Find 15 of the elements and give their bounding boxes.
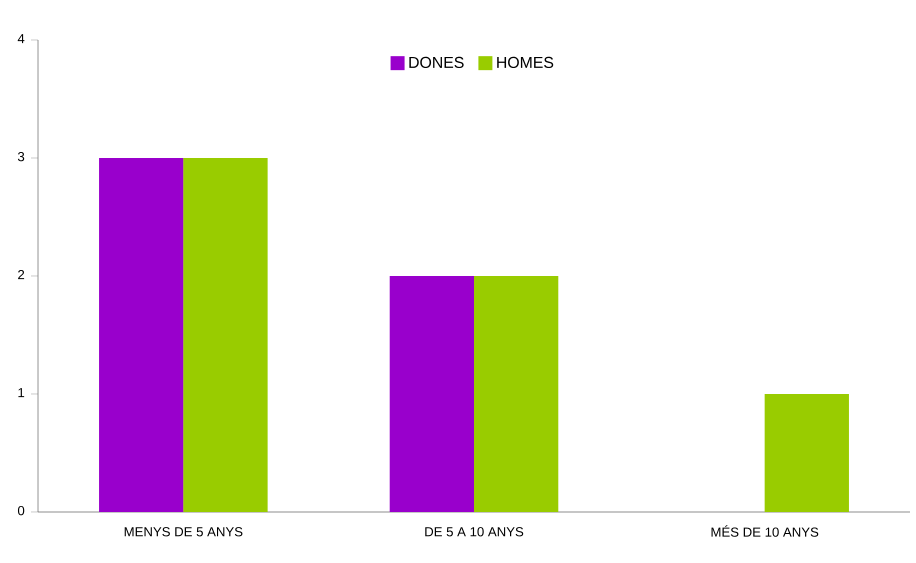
y-tick-label: 1 — [18, 388, 24, 398]
x-tick-label: DE 5 A 10 ANYS — [425, 527, 524, 536]
y-tick-label: 2 — [18, 270, 24, 280]
y-tick-label: 4 — [18, 34, 24, 44]
x-tick-label: MÉS DE 10 ANYS — [712, 525, 818, 537]
x-tick-label: MENYS DE 5 ANYS — [124, 527, 242, 536]
bar — [764, 394, 849, 512]
bar — [99, 158, 184, 512]
y-tick-label: 3 — [18, 152, 24, 162]
legend-label: DONES — [409, 56, 464, 68]
bar — [474, 276, 558, 512]
bar — [183, 158, 268, 512]
bar — [390, 276, 474, 512]
legend-label: HOMES — [497, 56, 554, 68]
y-tick-label: 0 — [18, 506, 24, 516]
